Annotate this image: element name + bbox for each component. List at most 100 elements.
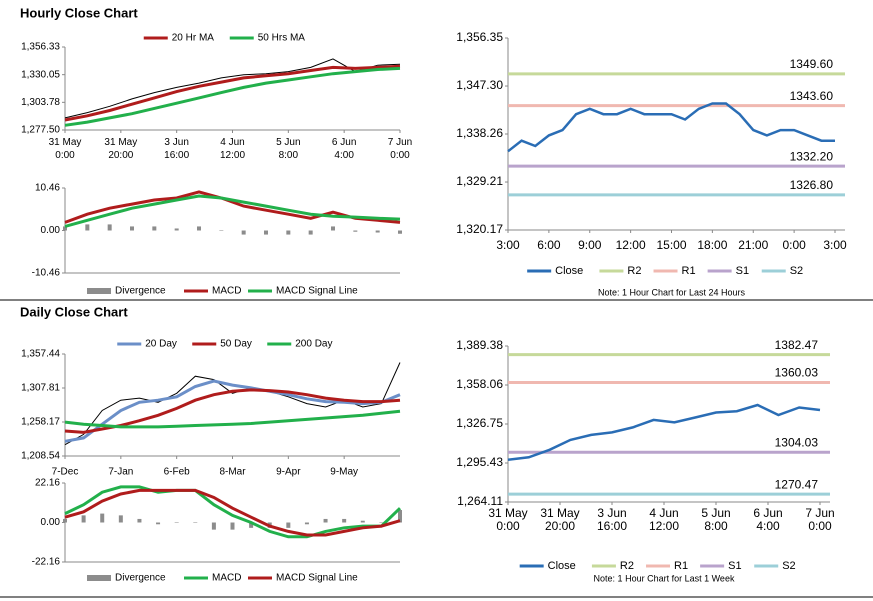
x-tick-label-line: 31 May [104, 137, 137, 148]
series-line [507, 403, 821, 462]
y-tick-label: 1,389.38 [456, 338, 503, 352]
x-tick-label: 7 Jun 0:00 [805, 506, 834, 533]
series-line [64, 485, 402, 539]
divergence-bar [211, 522, 216, 530]
x-tick-label-line: 3 Jun [597, 506, 626, 520]
y-tick-label: 1,295.43 [456, 455, 503, 469]
legend-label: MACD [212, 573, 241, 584]
level-label: 1326.80 [790, 178, 834, 192]
level-label: 1270.47 [775, 477, 819, 491]
divergence-bar [107, 224, 112, 231]
series-line [64, 379, 401, 443]
divergence-bar [174, 228, 179, 231]
x-tick-label-line: 8:00 [704, 519, 728, 533]
divergence-bar [360, 520, 365, 523]
x-tick-label: 5 Jun 8:00 [701, 506, 730, 533]
y-tick-label: -10.46 [32, 268, 61, 279]
section-title: Daily Close Chart [20, 304, 128, 319]
x-tick-label-line: 31 May [49, 137, 82, 148]
divergence-bar [308, 230, 313, 235]
divergence-bar [130, 226, 134, 231]
legend-label: MACD [212, 286, 241, 297]
x-tick-label-line: 4 Jun [649, 506, 678, 520]
y-tick-label: 0.00 [41, 517, 61, 528]
legend-label: S2 [782, 560, 795, 572]
divergence-bar [152, 226, 157, 231]
divergence-bar [230, 522, 235, 530]
legend-label: 200 Day [295, 339, 332, 350]
divergence-bar [264, 230, 268, 235]
legend-label: S1 [728, 560, 741, 572]
x-tick-label: 3 Jun 16:00 [164, 137, 189, 161]
price-line [64, 58, 401, 119]
legend-label: 50 Hrs MA [258, 33, 306, 44]
x-tick-label: 31 May 0:00 [49, 137, 82, 161]
x-tick-label-line: 0:00 [390, 150, 410, 161]
x-tick-label: 7-Jan [108, 467, 133, 478]
x-tick-label: 3 Jun 16:00 [597, 506, 627, 533]
divergence-bar [219, 230, 224, 231]
x-tick-label-line: 7 Jun [805, 506, 834, 520]
x-tick-label: 7-Dec [52, 467, 79, 478]
legend-label: 20 Day [145, 339, 177, 350]
x-tick-label: 3:00 [823, 238, 847, 252]
y-tick-label: 1,208.54 [21, 451, 60, 462]
y-tick-label: 1,356.35 [456, 30, 503, 44]
series-line [507, 102, 835, 153]
x-tick-label: 4 Jun 12:00 [220, 137, 245, 161]
x-tick-label-line: 16:00 [597, 519, 627, 533]
x-tick-label: 31 May 20:00 [540, 506, 579, 533]
y-tick-label: 10.46 [35, 183, 60, 194]
section-title: Hourly Close Chart [20, 5, 138, 20]
y-tick-label: 1,326.75 [456, 416, 503, 430]
y-tick-label: 1,277.50 [21, 125, 60, 136]
divergence-bar [249, 522, 254, 528]
level-label: 1343.60 [790, 89, 834, 103]
x-tick-label-line: 3 Jun [164, 137, 188, 148]
divergence-bar [398, 230, 402, 234]
x-tick-label-line: 4 Jun [220, 137, 244, 148]
divergence-bar [137, 518, 142, 523]
y-tick-label: 1,258.17 [21, 417, 60, 428]
y-tick-label: 1,303.78 [21, 97, 60, 108]
y-tick-label: 1,338.26 [456, 126, 503, 140]
series-line [64, 409, 401, 429]
x-tick-label: 12:00 [616, 238, 646, 252]
divergence-bar [398, 510, 402, 523]
x-tick-label-line: 0:00 [496, 519, 520, 533]
divergence-bar [174, 522, 179, 523]
legend-label: 50 Day [220, 339, 252, 350]
x-tick-label-line: 7 Jun [388, 137, 412, 148]
divergence-bar [193, 522, 198, 523]
divergence-bar [375, 230, 380, 233]
divergence-bar [241, 230, 246, 235]
divergence-bar [379, 522, 384, 523]
x-tick-label: 9-May [330, 467, 358, 478]
legend-swatch [87, 575, 111, 581]
x-tick-label-line: 5 Jun [701, 506, 730, 520]
legend-label: MACD Signal Line [276, 286, 358, 297]
x-tick-label-line: 12:00 [220, 150, 245, 161]
x-tick-label: 3:00 [496, 238, 520, 252]
x-tick-label-line: 8:00 [279, 150, 299, 161]
legend-label: Close [548, 560, 576, 572]
level-label: 1382.47 [775, 338, 819, 352]
legend-label: 20 Hr MA [172, 33, 215, 44]
y-tick-label: 1,329.21 [456, 174, 503, 188]
x-tick-label-line: 6 Jun [753, 506, 782, 520]
y-tick-label: 1,356.33 [21, 42, 60, 53]
divergence-bar [353, 230, 358, 232]
x-tick-label-line: 20:00 [108, 150, 133, 161]
series-line [64, 64, 401, 122]
x-tick-label-line: 12:00 [649, 519, 679, 533]
x-tick-label: 31 May 0:00 [488, 506, 527, 533]
divergence-bar [286, 522, 291, 528]
level-label: 1360.03 [775, 366, 819, 380]
y-tick-label: 1,357.44 [21, 349, 60, 360]
divergence-bar [323, 518, 328, 523]
y-tick-label: 1,320.17 [456, 222, 503, 236]
x-tick-label: 21:00 [738, 238, 768, 252]
x-tick-label-line: 20:00 [545, 519, 575, 533]
x-tick-label-line: 31 May [540, 506, 579, 520]
